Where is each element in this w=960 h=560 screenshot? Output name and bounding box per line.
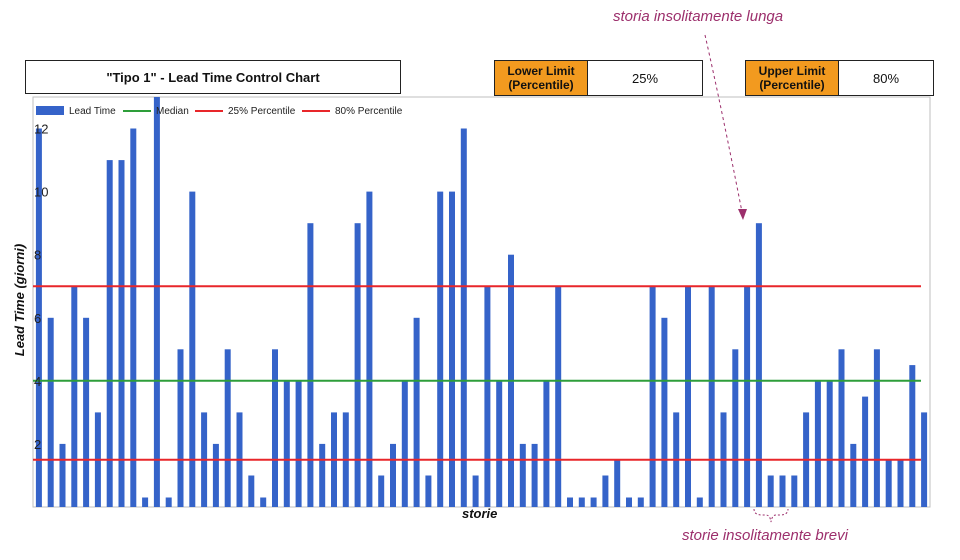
bar-13: [177, 349, 184, 507]
bar-53: [649, 286, 656, 507]
bar-67: [814, 380, 821, 507]
bar-8: [118, 160, 125, 507]
bar-48: [590, 497, 597, 507]
bar-19: [248, 475, 255, 507]
y-tick-4: 4: [34, 374, 41, 389]
y-axis-label: Lead Time (giorni): [12, 244, 27, 356]
legend: Lead Time Median 25% Percentile 80% Perc…: [36, 106, 403, 117]
x-axis-label: storie: [462, 506, 497, 521]
plot-area: [32, 96, 931, 508]
bar-9: [130, 128, 137, 507]
y-tick-2: 2: [34, 437, 41, 452]
bar-72: [873, 349, 880, 507]
annotation-long-story: storia insolitamente lunga: [613, 8, 784, 25]
legend-label-80-percentile: 80% Percentile: [335, 106, 403, 117]
bar-11: [153, 97, 160, 507]
y-ticks-group: 2 4 6 8 10 12: [34, 122, 48, 452]
bar-14: [189, 191, 196, 507]
bar-29: [366, 191, 373, 507]
upper-limit-label: Upper Limit (Percentile): [745, 60, 839, 96]
legend-swatch-lead-time: [36, 106, 64, 115]
bar-74: [897, 459, 904, 507]
bar-70: [850, 443, 857, 507]
bar-51: [626, 497, 632, 507]
bar-64: [779, 475, 786, 507]
bar-5: [83, 317, 90, 507]
bar-65: [791, 475, 798, 507]
annotation-arrowhead-long: [738, 209, 747, 220]
bar-52: [637, 497, 644, 507]
bar-73: [885, 459, 892, 507]
bar-17: [224, 349, 231, 507]
legend-label-median: Median: [156, 106, 189, 117]
bar-76: [921, 412, 928, 507]
bar-36: [449, 191, 455, 507]
legend-label-25-percentile: 25% Percentile: [228, 106, 296, 117]
bar-71: [862, 396, 869, 507]
bar-33: [413, 317, 420, 507]
bar-40: [496, 380, 503, 507]
bar-22: [283, 380, 290, 507]
bar-47: [578, 497, 585, 507]
bar-1: [35, 128, 42, 507]
bar-2: [47, 317, 54, 507]
bar-34: [425, 475, 432, 507]
bar-32: [401, 380, 408, 507]
annotation-bracket-short: [753, 508, 789, 523]
bar-56: [685, 286, 691, 507]
upper-limit-value: 80%: [838, 60, 934, 96]
bar-38: [472, 475, 479, 507]
bar-63: [767, 475, 774, 507]
bar-45: [555, 286, 562, 507]
bar-20: [260, 497, 267, 507]
bar-43: [531, 443, 538, 507]
bar-57: [696, 497, 703, 507]
lower-limit-label: Lower Limit (Percentile): [494, 60, 588, 96]
bar-12: [165, 497, 172, 507]
bar-25: [319, 443, 326, 507]
upper-limit-label-line1: Upper Limit: [758, 64, 826, 78]
bar-16: [212, 443, 219, 507]
bar-10: [142, 497, 149, 507]
upper-limit-label-line2: (Percentile): [759, 78, 825, 92]
bar-62: [755, 223, 762, 507]
bar-21: [272, 349, 278, 507]
bar-3: [59, 443, 66, 507]
annotation-short-stories: storie insolitamente brevi: [682, 527, 848, 544]
bar-50: [614, 459, 621, 507]
bar-49: [602, 475, 609, 507]
y-tick-10: 10: [34, 185, 48, 200]
bar-69: [838, 349, 845, 507]
lower-limit-label-line2: (Percentile): [508, 78, 574, 92]
bar-60: [732, 349, 739, 507]
bar-7: [106, 160, 113, 507]
bar-54: [661, 317, 668, 507]
bar-61: [744, 286, 751, 507]
bar-39: [484, 286, 491, 507]
bar-30: [378, 475, 385, 507]
lower-limit-value: 25%: [587, 60, 703, 96]
bar-23: [295, 380, 302, 507]
bar-44: [543, 380, 550, 507]
bar-58: [708, 286, 715, 507]
reference-lines-group: [33, 285, 921, 461]
y-tick-12: 12: [34, 122, 48, 137]
bar-28: [354, 223, 361, 507]
bar-31: [390, 443, 396, 507]
bar-68: [826, 380, 833, 507]
bar-42: [519, 443, 526, 507]
bar-46: [567, 497, 573, 507]
y-tick-6: 6: [34, 311, 41, 326]
chart-title: "Tipo 1" - Lead Time Control Chart: [25, 60, 401, 94]
annotation-arrow-long: [704, 34, 744, 218]
bar-4: [71, 286, 78, 507]
bar-24: [307, 223, 314, 507]
legend-label-lead-time: Lead Time: [69, 106, 116, 117]
lower-limit-label-line1: Lower Limit: [507, 64, 575, 78]
bar-75: [909, 365, 916, 507]
y-tick-8: 8: [34, 248, 41, 263]
bar-35: [437, 191, 444, 507]
bar-37: [460, 128, 467, 507]
